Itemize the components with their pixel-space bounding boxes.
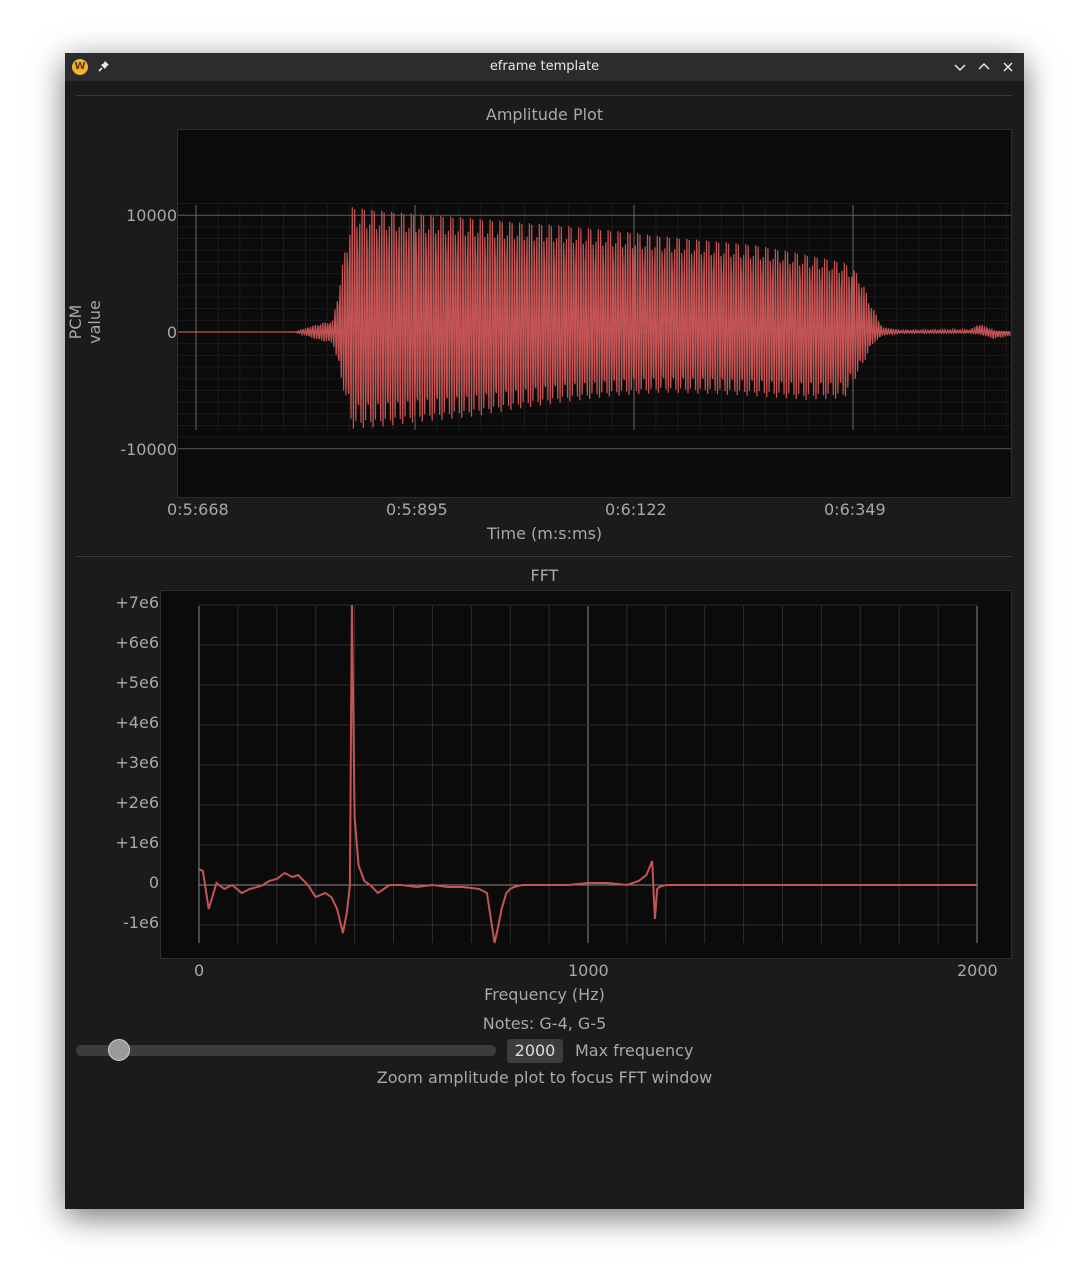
amplitude-chart — [178, 203, 1011, 450]
fft-xtick: 1000 — [568, 961, 609, 980]
title-bar[interactable]: W eframe template — [65, 53, 1024, 81]
close-icon[interactable] — [999, 58, 1017, 76]
zoom-hint-text: Zoom amplitude plot to focus FFT window — [376, 1068, 713, 1087]
fft-xtick: 2000 — [957, 961, 998, 980]
amp-xtick: 0:6:349 — [824, 500, 886, 519]
amplitude-plot-area[interactable] — [177, 129, 1012, 498]
fft-xtick: 0 — [194, 961, 205, 980]
fft-chart — [198, 604, 978, 944]
fft-ytick: +4e6 — [115, 713, 159, 732]
maximize-icon[interactable] — [975, 58, 993, 76]
app-icon: W — [72, 59, 88, 75]
app-window: W eframe template Amplitude Plot PCM val… — [65, 53, 1024, 1209]
mid-separator — [76, 556, 1012, 557]
max-frequency-label: Max frequency — [575, 1041, 694, 1060]
amp-xtick: 0:5:668 — [167, 500, 229, 519]
fft-x-label: Frequency (Hz) — [484, 985, 605, 1004]
amp-xtick: 0:6:122 — [605, 500, 667, 519]
fft-ytick: 0 — [148, 873, 159, 892]
window-title: eframe template — [489, 59, 600, 74]
amp-ytick: 0 — [166, 323, 177, 342]
fft-series — [198, 604, 977, 944]
fft-ytick: +7e6 — [115, 593, 159, 612]
fft-ytick: +5e6 — [115, 673, 159, 692]
fft-ytick: +1e6 — [115, 833, 159, 852]
amplitude-plot-title: Amplitude Plot — [485, 105, 604, 124]
amp-xtick: 0:5:895 — [386, 500, 448, 519]
max-frequency-value[interactable]: 2000 — [507, 1039, 563, 1063]
amplitude-y-label: PCM value — [66, 300, 104, 344]
notes-text: Notes: G-4, G-5 — [482, 1014, 607, 1033]
amp-ytick: 10000 — [126, 206, 177, 225]
fft-plot-area[interactable] — [160, 590, 1012, 959]
slider-handle[interactable] — [108, 1039, 130, 1061]
fft-ytick: +3e6 — [115, 753, 159, 772]
fft-ytick: +6e6 — [115, 633, 159, 652]
max-frequency-slider[interactable] — [76, 1045, 496, 1056]
fft-plot-title: FFT — [530, 566, 559, 585]
fft-ytick: -1e6 — [123, 913, 159, 932]
amplitude-series — [178, 207, 1011, 429]
pin-icon[interactable] — [96, 58, 112, 76]
minimize-icon[interactable] — [951, 58, 969, 76]
top-separator — [76, 95, 1012, 96]
amplitude-x-label: Time (m:s:ms) — [486, 524, 603, 543]
fft-ytick: +2e6 — [115, 793, 159, 812]
amp-ytick: -10000 — [120, 440, 177, 459]
